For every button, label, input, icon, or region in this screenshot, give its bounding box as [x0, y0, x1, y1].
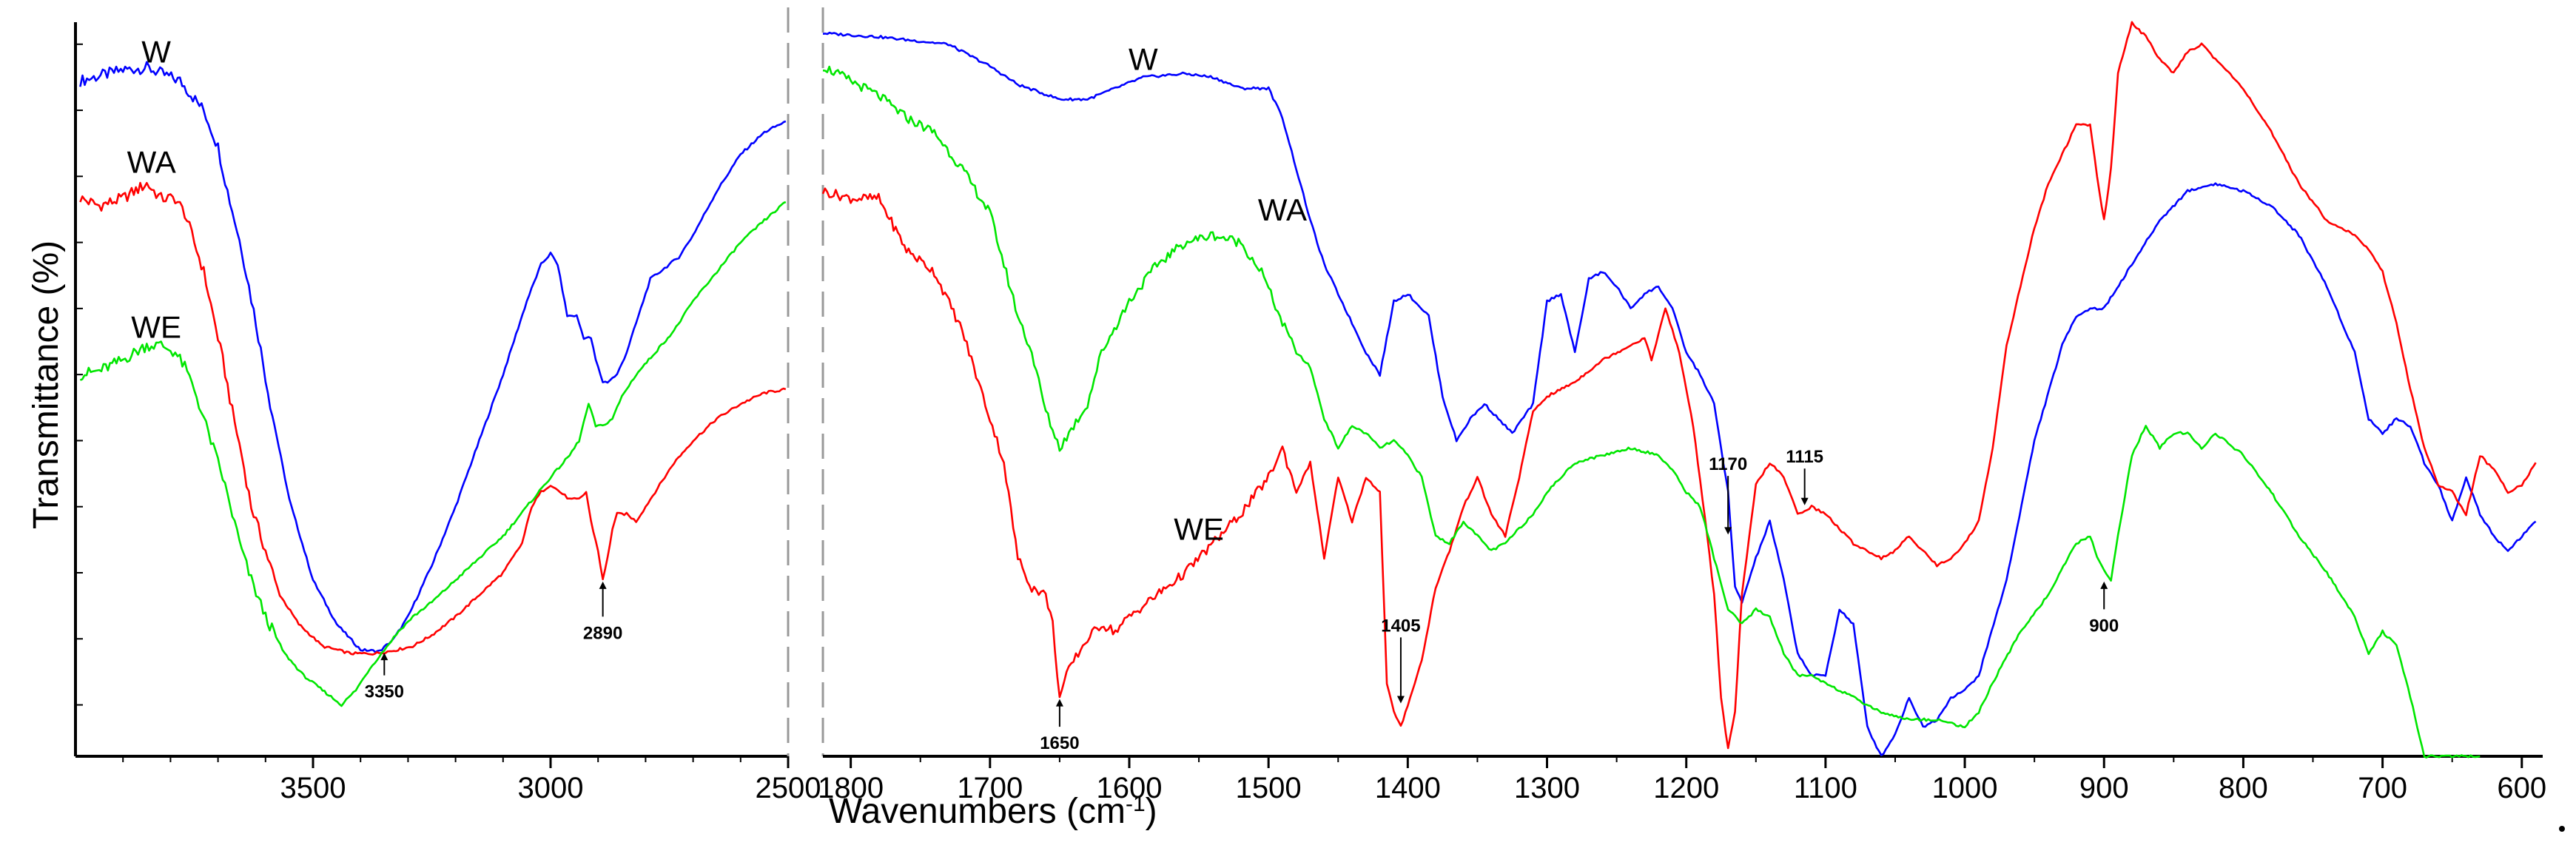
x-tick-label: 3000 [518, 772, 584, 804]
x-tick-label: 900 [2079, 772, 2129, 804]
x-tick-label: 1300 [1514, 772, 1580, 804]
y-ticks [75, 43, 83, 706]
series-labels: W WA WE W WA WE [127, 35, 1307, 547]
series-lines-right [821, 21, 2537, 758]
annotation-arrowhead [1800, 497, 1809, 505]
x-axis-title-main: Wavenumbers (cm [829, 792, 1126, 831]
series-label: W [1129, 41, 1158, 76]
x-tick-label: 700 [2358, 772, 2407, 804]
x-tick-label: 3500 [280, 772, 346, 804]
peak-annotation: 1650 [1040, 699, 1080, 753]
panel-left: 3500 3000 2500 [74, 22, 821, 804]
series-line-wa [79, 181, 787, 656]
series-label: WA [1258, 192, 1307, 227]
annotation-arrowhead [2100, 581, 2108, 589]
x-ticks-left: 3500 3000 2500 [122, 756, 821, 804]
series-label: WE [1174, 511, 1224, 546]
x-tick-label: 1400 [1375, 772, 1441, 804]
annotation-arrowhead [599, 581, 607, 589]
x-axis-title-end: ) [1146, 792, 1157, 831]
peak-annotation: 2890 [583, 581, 622, 643]
x-ticks-right: 1800 1700 1600 1500 1400 1300 1200 1100 1000 900 8… [818, 756, 2546, 804]
trailing-dot [2559, 826, 2565, 832]
x-axis-title: Wavenumbers (cm-1) [829, 792, 1157, 832]
series-label: WA [127, 144, 176, 179]
series-line-w [822, 31, 2537, 756]
x-tick-label: 1500 [1236, 772, 1302, 804]
peak-annotation: 1405 [1381, 616, 1421, 704]
annotation-label: 1405 [1381, 616, 1420, 636]
x-axis-title-sup: -1 [1126, 792, 1146, 816]
annotation-label: 900 [2089, 616, 2119, 636]
series-line-w [79, 61, 787, 653]
annotation-label: 1115 [1786, 447, 1823, 467]
x-tick-label: 600 [2497, 772, 2546, 804]
annotation-arrowhead [1396, 696, 1405, 704]
annotation-arrowhead [1055, 699, 1063, 707]
x-tick-label: 1600 [1096, 772, 1162, 804]
x-tick-label: 1800 [818, 772, 884, 804]
series-lines-left [79, 61, 787, 707]
series-line-we [822, 65, 2481, 758]
peak-annotation: 1170 [1709, 454, 1747, 535]
x-tick-label: 1700 [957, 772, 1023, 804]
series-line-wa [821, 21, 2537, 750]
annotation-arrowhead [380, 653, 389, 661]
annotation-arrowhead [1724, 527, 1732, 535]
y-axis-title: Transmittance (%) [27, 240, 66, 529]
annotation-label: 1170 [1709, 454, 1747, 474]
x-tick-label: 1200 [1653, 772, 1719, 804]
annotation-label: 1650 [1040, 733, 1079, 753]
panel-right: 1800 1700 1600 1500 1400 1300 1200 1100 1000 900 8… [818, 21, 2546, 804]
series-label: W [141, 35, 171, 70]
series-line-we [79, 201, 787, 707]
annotation-label: 2890 [583, 623, 622, 643]
annotation-label: 3350 [365, 682, 404, 702]
peak-annotation: 900 [2089, 581, 2119, 636]
peak-annotations: 3350 2890 1650 1405 1170 1115 900 [365, 447, 2119, 753]
x-tick-label: 1100 [1794, 772, 1857, 804]
x-tick-label: 1000 [1932, 772, 1998, 804]
x-tick-label: 800 [2219, 772, 2268, 804]
peak-annotation: 1115 [1786, 447, 1823, 505]
series-label: WE [131, 310, 181, 345]
peak-annotation: 3350 [365, 653, 404, 702]
x-tick-label: 2500 [756, 772, 821, 804]
